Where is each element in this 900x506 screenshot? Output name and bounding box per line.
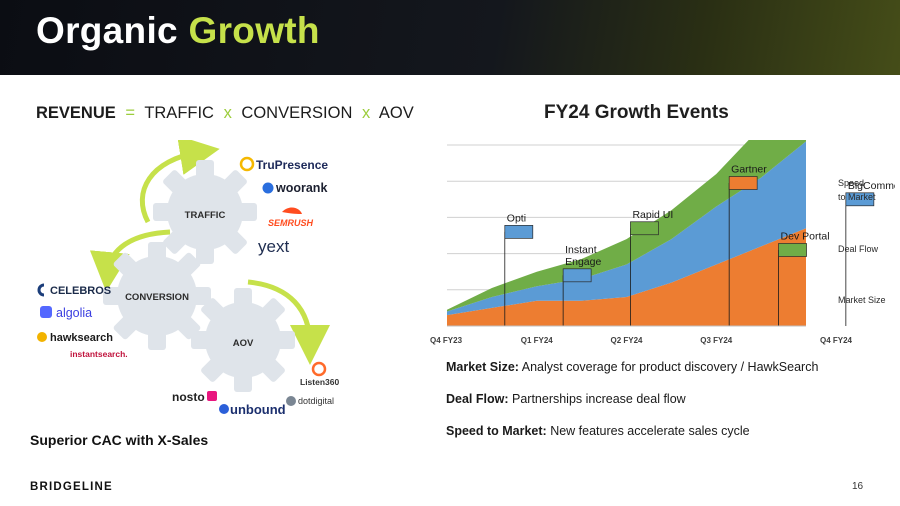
formula-times-1: x — [223, 104, 232, 122]
title-word-organic: Organic — [36, 10, 178, 51]
event-marker-dev-portal — [778, 243, 807, 257]
desc-market-size-key: Market Size: — [446, 360, 519, 374]
formula-equals: = — [125, 104, 136, 122]
desc-deal-flow-key: Deal Flow: — [446, 392, 509, 406]
arrow-aov — [247, 279, 330, 365]
logo-woorank: woorank — [275, 181, 327, 195]
revenue-formula: REVENUE = TRAFFIC x CONVERSION x AOV — [36, 104, 414, 123]
desc-speed: Speed to Market: New features accelerate… — [446, 424, 750, 438]
logo-yext: yext — [258, 237, 289, 256]
desc-speed-text: New features accelerate sales cycle — [546, 424, 750, 438]
event-marker-opti — [504, 225, 534, 239]
bridgeline-logo: BRIDGELINE — [30, 481, 113, 493]
nosto-icon — [207, 391, 217, 401]
legend-market-size: Market Size — [838, 295, 886, 305]
logo-celebros: CELEBROS — [50, 285, 111, 297]
unbound-icon — [219, 404, 229, 414]
event-label-gartner: Gartner — [731, 164, 767, 176]
event-label-rapid-ui: Rapid UI — [632, 209, 673, 221]
event-marker-rapid-ui — [630, 221, 659, 236]
logo-listen360: Listen360 — [300, 377, 339, 387]
x-tick-label: Q3 FY24 — [700, 336, 733, 345]
logo-dotdigital: dotdigital — [298, 396, 334, 406]
desc-market-size-text: Analyst coverage for product discovery /… — [518, 360, 819, 374]
arrow-conversion — [89, 229, 171, 292]
gears-diagram: TRAFFIC CONVERSION AOV TruPresence woora… — [37, 140, 339, 417]
slide-title: Organic Growth — [36, 10, 320, 52]
listen360-icon — [311, 361, 327, 377]
desc-deal-flow: Deal Flow: Partnerships increase deal fl… — [446, 392, 686, 406]
logo-nosto: nosto — [172, 390, 205, 404]
desc-deal-flow-text: Partnerships increase deal flow — [508, 392, 686, 406]
x-tick-label: Q1 FY24 — [521, 336, 554, 345]
formula-revenue: REVENUE — [36, 104, 116, 122]
logo-algolia: algolia — [56, 306, 92, 320]
dotdigital-icon — [286, 396, 296, 406]
hawksearch-icon — [37, 332, 47, 342]
page-number: 16 — [852, 481, 864, 492]
desc-speed-key: Speed to Market: — [446, 424, 547, 438]
formula-traffic: TRAFFIC — [144, 104, 214, 122]
growth-chart: Opti Instant Engage Rapid UI Gartner Dev Port… — [430, 140, 895, 345]
area-speed-to-market — [447, 140, 806, 312]
x-tick-label: Q2 FY24 — [610, 336, 643, 345]
area-deal-flow — [447, 141, 806, 316]
gear-conversion-label: CONVERSION — [125, 292, 189, 303]
celebros-icon — [37, 283, 45, 297]
semrush-icon — [282, 207, 302, 214]
logo-semrush: SEMRUSH — [268, 218, 314, 228]
gear-traffic-label: TRAFFIC — [185, 210, 226, 221]
event-label-bigcommerce: BigCommerce — [848, 180, 895, 192]
logo-instantsearch: instantsearch. — [70, 349, 128, 359]
woorank-icon — [262, 182, 274, 194]
gear-aov — [191, 288, 295, 392]
x-tick-label: Q4 FY24 — [820, 336, 853, 345]
title-banner: Organic Growth — [0, 0, 900, 75]
title-word-growth: Growth — [188, 10, 320, 51]
chart-title: FY24 Growth Events — [544, 102, 729, 123]
event-label-opti: Opti — [507, 212, 526, 224]
legend-deal-flow: Deal Flow — [838, 244, 879, 254]
event-marker-gartner — [728, 176, 758, 190]
logo-unbound: unbound — [230, 402, 286, 417]
logo-trupresence: TruPresence — [256, 158, 328, 172]
area-market-size — [447, 228, 806, 326]
event-marker-bigcommerce — [845, 192, 875, 207]
event-label-instant-engage: Instant Engage — [565, 244, 601, 268]
legend-speed-to-market: Speed to Market — [838, 178, 876, 202]
event-label-dev-portal: Dev Portal — [781, 230, 830, 242]
logo-hawksearch: hawksearch — [50, 332, 113, 344]
desc-market-size: Market Size: Analyst coverage for produc… — [446, 360, 818, 374]
gear-aov-label: AOV — [233, 338, 254, 349]
event-marker-instant-engage — [562, 268, 592, 283]
formula-aov: AOV — [378, 104, 414, 122]
gear-traffic — [153, 160, 257, 264]
trupresence-icon — [239, 156, 255, 172]
superior-cac-note: Superior CAC with X-Sales — [30, 432, 209, 448]
gear-conversion — [103, 242, 211, 350]
formula-conversion: CONVERSION — [241, 104, 353, 122]
formula-times-2: x — [361, 104, 371, 122]
arrow-traffic — [139, 140, 220, 224]
algolia-icon — [40, 306, 52, 318]
x-tick-label: Q4 FY23 — [430, 336, 463, 345]
